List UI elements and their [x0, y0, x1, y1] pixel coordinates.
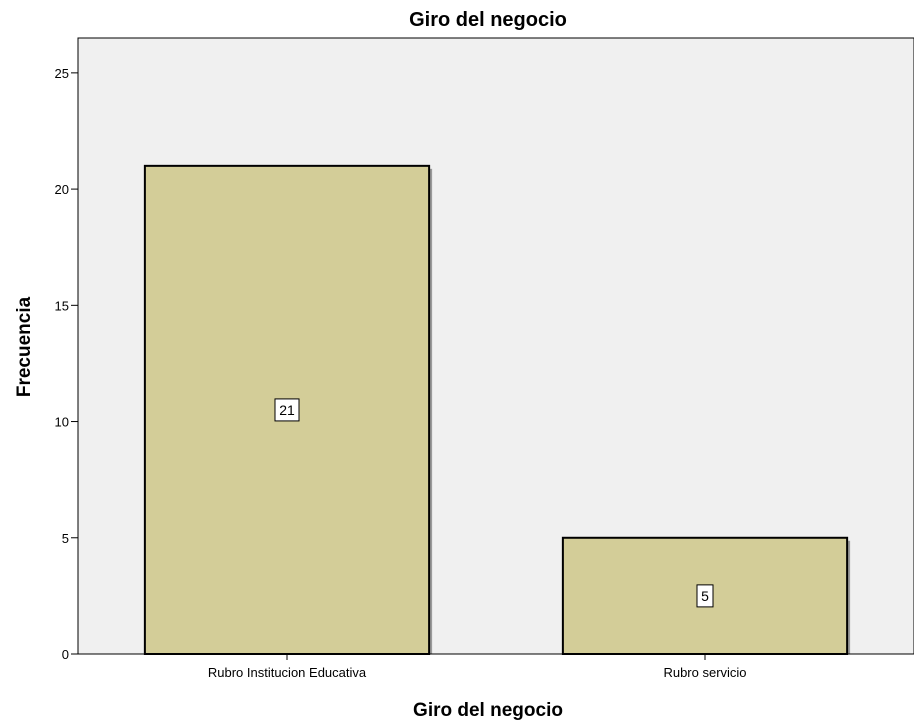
chart-title: Giro del negocio	[409, 9, 567, 31]
y-tick-label: 5	[62, 531, 69, 546]
y-tick-label: 10	[55, 415, 69, 430]
y-axis: 0 5 10 15 20 25	[55, 38, 79, 662]
y-axis-title: Frecuencia	[14, 296, 35, 397]
data-label-box	[696, 584, 714, 608]
x-axis-title: Giro del negocio	[413, 700, 563, 721]
data-label-box	[274, 398, 300, 422]
y-tick-label: 25	[55, 66, 69, 81]
y-tick-label: 0	[62, 647, 69, 662]
x-tick-label: Rubro Institucion Educativa	[208, 665, 367, 680]
y-tick-label: 15	[55, 298, 69, 313]
x-tick-label: Rubro servicio	[663, 665, 746, 680]
bars: 21 5	[143, 164, 851, 655]
data-label: 5	[701, 588, 709, 604]
x-axis: Rubro Institucion Educativa Rubro servici…	[78, 653, 914, 680]
data-label: 21	[279, 402, 295, 418]
y-tick-label: 20	[55, 182, 69, 197]
